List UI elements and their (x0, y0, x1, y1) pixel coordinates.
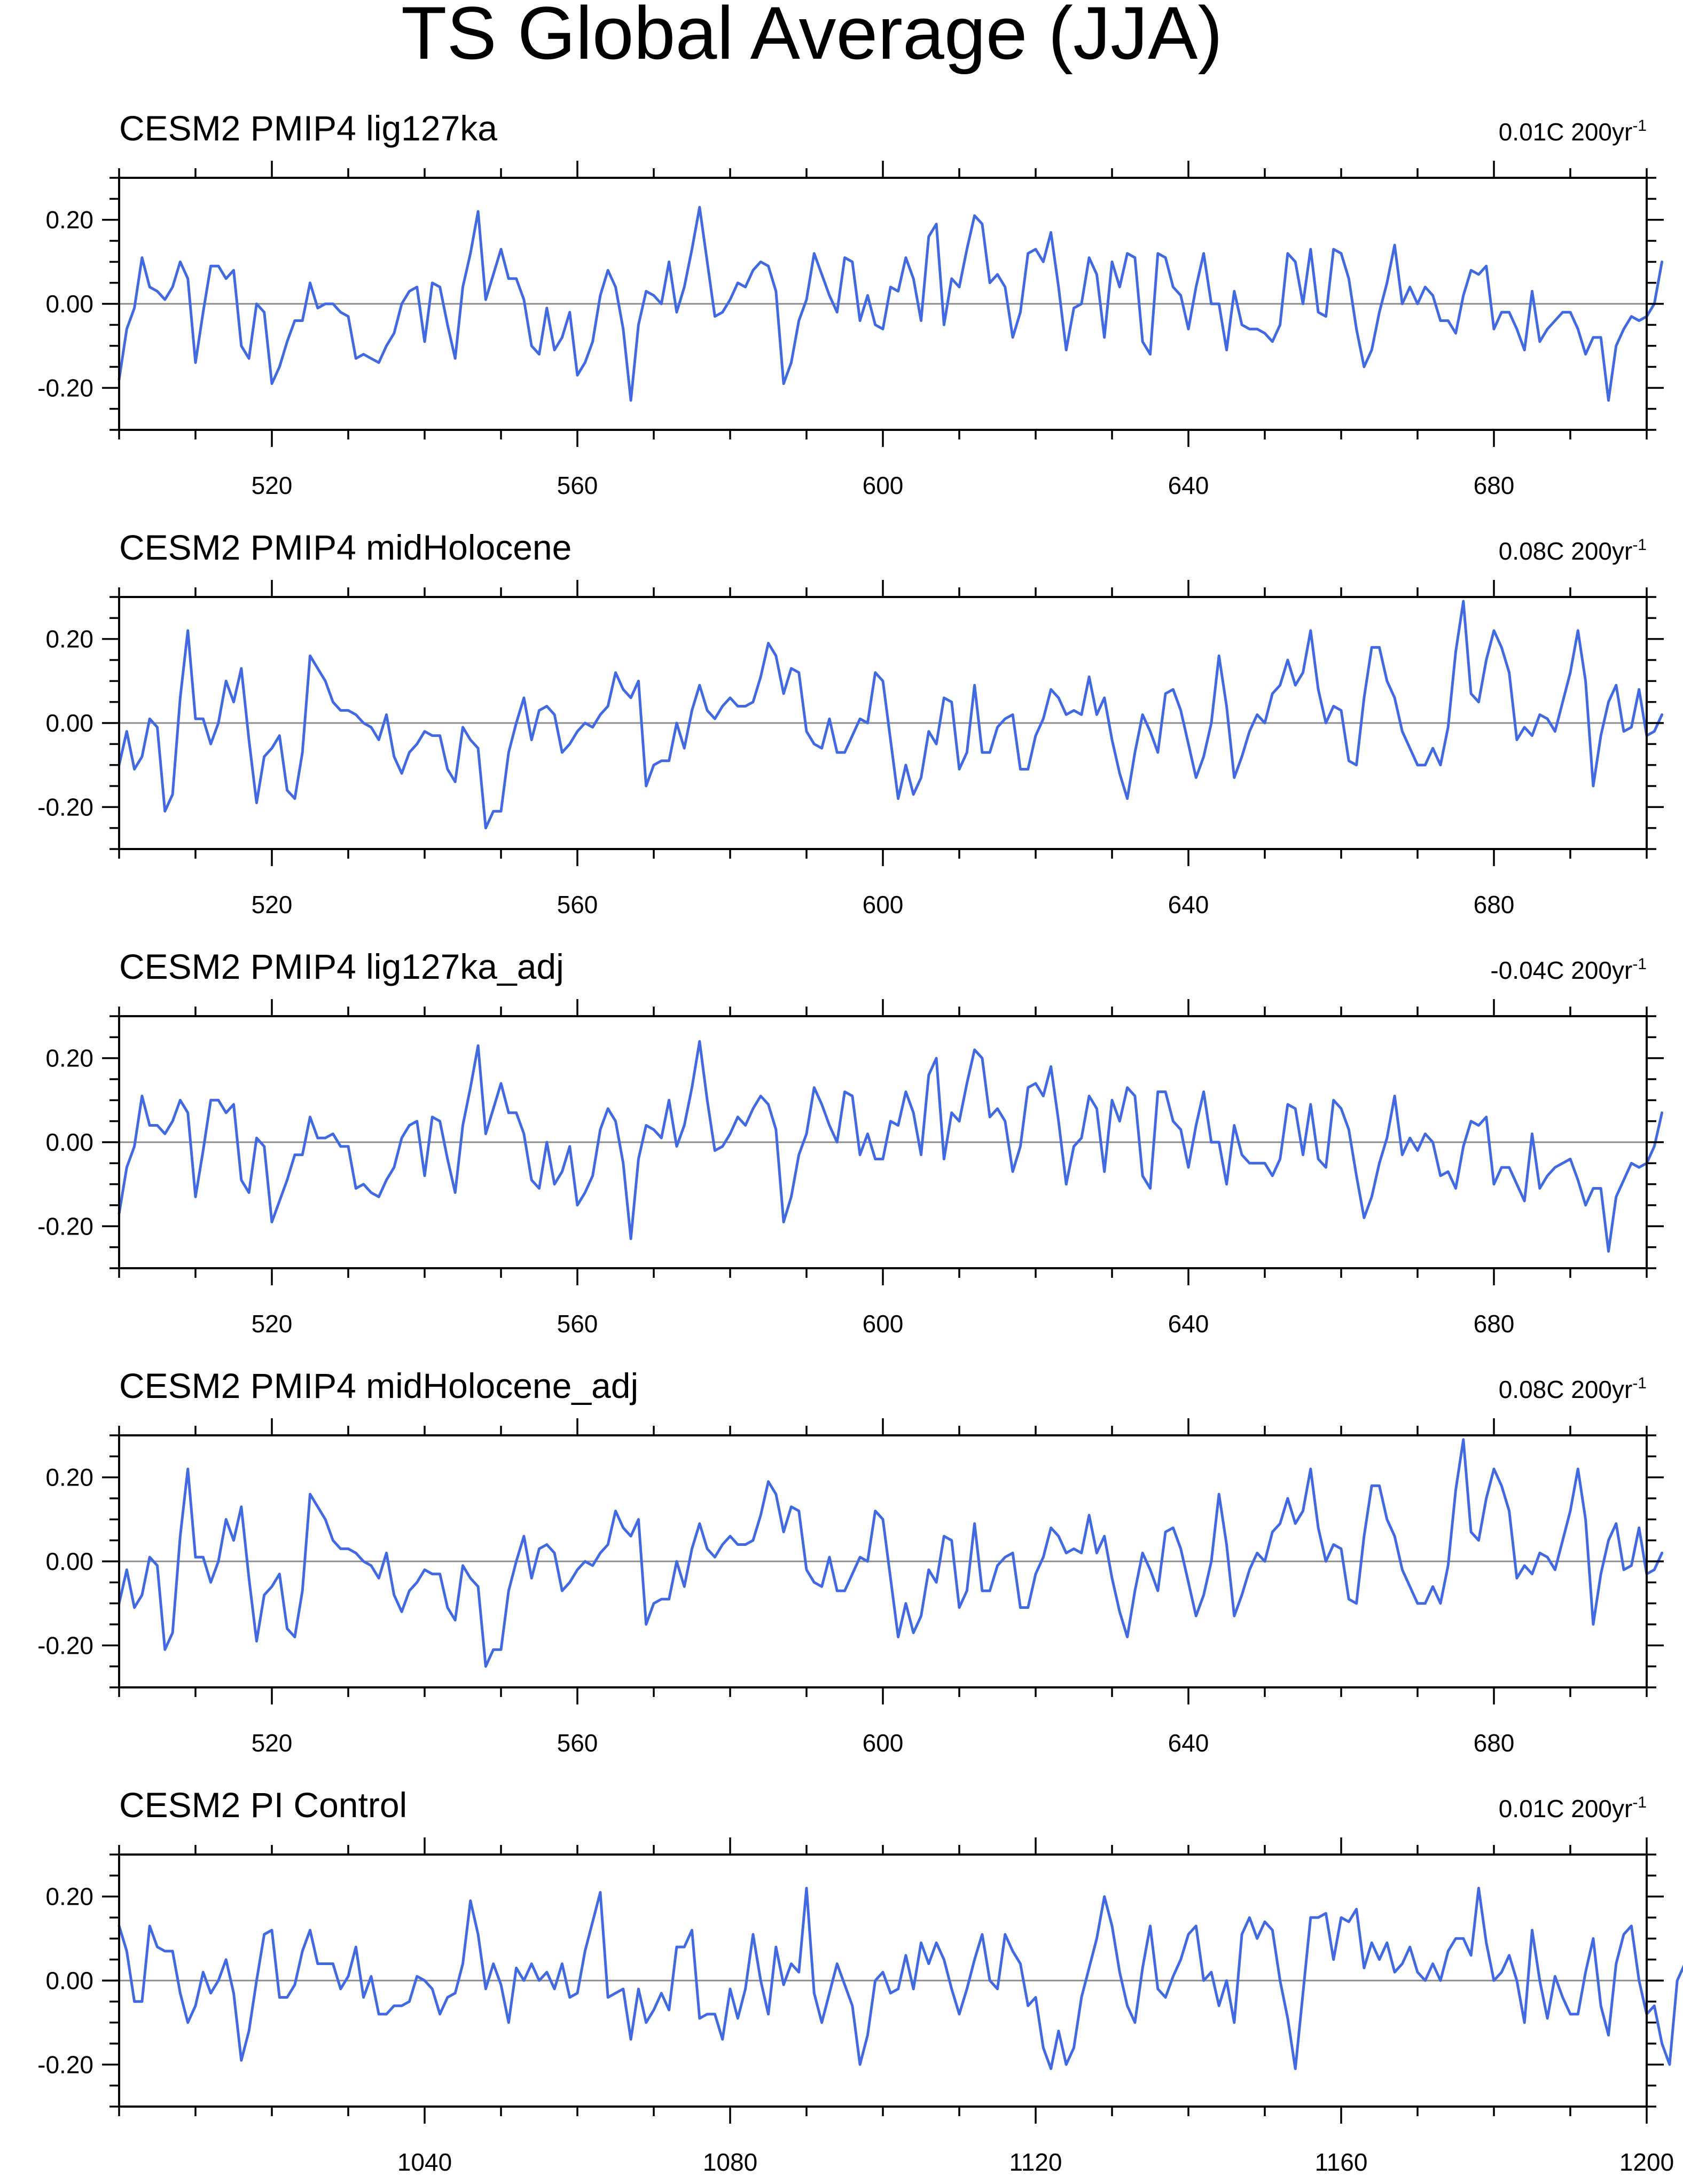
y-tick-label: -0.20 (37, 2051, 93, 2078)
trend-label-superscript: -1 (1632, 955, 1647, 973)
x-tick-label: 520 (252, 891, 293, 918)
chart-panel-1: CESM2 PMIP4 lig127ka 0.01C 200yr-1 -0.20 0.… (37, 108, 1664, 499)
y-tick-label: 0.20 (45, 625, 93, 653)
y-tick-label: 0.00 (45, 709, 93, 737)
trend-label-superscript: -1 (1632, 1794, 1647, 1811)
trend-label: 0.01C 200yr-1 (1499, 1794, 1647, 1822)
x-tick-label: 600 (863, 891, 904, 918)
x-tick-label: 1080 (703, 2148, 757, 2176)
x-tick-label: 640 (1168, 472, 1209, 499)
y-tick-label: -0.20 (37, 1212, 93, 1240)
x-tick-label: 560 (557, 891, 598, 918)
y-tick-label: 0.20 (45, 206, 93, 234)
x-tick-label: 680 (1474, 472, 1515, 499)
x-tick-label: 600 (863, 1310, 904, 1338)
trend-label: 0.01C 200yr-1 (1499, 117, 1647, 146)
panel-title: CESM2 PI Control (119, 1785, 407, 1825)
x-tick-label: 600 (863, 472, 904, 499)
data-series-line (118, 1438, 1664, 1668)
y-tick-label: 0.20 (45, 1044, 93, 1072)
y-tick-label: 0.00 (45, 290, 93, 318)
x-tick-label: 640 (1168, 1729, 1209, 1757)
trend-label-superscript: -1 (1632, 117, 1647, 135)
trend-label-superscript: -1 (1632, 1374, 1647, 1392)
trend-label-text: 0.08C 200yr (1499, 537, 1633, 565)
trend-label-text: 0.01C 200yr (1499, 118, 1633, 146)
trend-label: 0.08C 200yr-1 (1499, 536, 1647, 565)
chart-panel-4: CESM2 PMIP4 midHolocene_adj 0.08C 200yr-1… (37, 1366, 1664, 1757)
x-tick-label: 1040 (397, 2148, 452, 2176)
trend-label: -0.04C 200yr-1 (1490, 955, 1647, 984)
data-series-line (118, 1887, 1683, 2070)
x-tick-label: 520 (252, 1310, 293, 1338)
y-tick-label: -0.20 (37, 793, 93, 821)
chart-panel-2: CESM2 PMIP4 midHolocene 0.08C 200yr-1 -0.2… (37, 528, 1664, 918)
x-tick-label: 560 (557, 472, 598, 499)
trend-label-text: 0.08C 200yr (1499, 1376, 1633, 1403)
panel-title: CESM2 PMIP4 lig127ka_adj (119, 947, 564, 986)
x-tick-label: 600 (863, 1729, 904, 1757)
trend-label: 0.08C 200yr-1 (1499, 1374, 1647, 1403)
x-tick-label: 640 (1168, 891, 1209, 918)
x-tick-label: 680 (1474, 1310, 1515, 1338)
chart-panel-5: CESM2 PI Control 0.01C 200yr-1 -0.20 0.00 0.… (37, 1785, 1683, 2176)
x-tick-label: 520 (252, 1729, 293, 1757)
y-tick-label: 0.20 (45, 1464, 93, 1491)
x-tick-label: 680 (1474, 891, 1515, 918)
x-tick-label: 640 (1168, 1310, 1209, 1338)
y-tick-label: -0.20 (37, 374, 93, 402)
y-tick-label: 0.00 (45, 1967, 93, 1994)
y-tick-label: 0.20 (45, 1883, 93, 1911)
y-tick-label: 0.00 (45, 1547, 93, 1575)
x-tick-label: 1120 (1009, 2148, 1062, 2176)
x-tick-label: 560 (557, 1729, 598, 1757)
x-tick-label: 1200 (1619, 2148, 1674, 2176)
y-tick-label: -0.20 (37, 1631, 93, 1659)
y-tick-label: 0.00 (45, 1128, 93, 1156)
trend-label-superscript: -1 (1632, 536, 1647, 554)
x-tick-label: 560 (557, 1310, 598, 1338)
x-tick-label: 680 (1474, 1729, 1515, 1757)
data-series-line (118, 1040, 1664, 1253)
trend-label-text: -0.04C 200yr (1490, 956, 1632, 984)
chart-panel-3: CESM2 PMIP4 lig127ka_adj -0.04C 200yr-1-0… (37, 947, 1664, 1338)
x-tick-label: 520 (252, 472, 293, 499)
x-tick-label: 1160 (1315, 2148, 1368, 2176)
data-series-line (118, 600, 1664, 830)
panel-title: CESM2 PMIP4 midHolocene_adj (119, 1366, 638, 1405)
panel-title: CESM2 PMIP4 midHolocene (119, 528, 572, 567)
figure-title: TS Global Average (JJA) (401, 0, 1223, 75)
panel-title: CESM2 PMIP4 lig127ka (119, 108, 497, 148)
trend-label-text: 0.01C 200yr (1499, 1795, 1633, 1822)
data-series-line (118, 206, 1664, 402)
panels-container: CESM2 PMIP4 lig127ka 0.01C 200yr-1-0.200.… (37, 108, 1683, 2176)
